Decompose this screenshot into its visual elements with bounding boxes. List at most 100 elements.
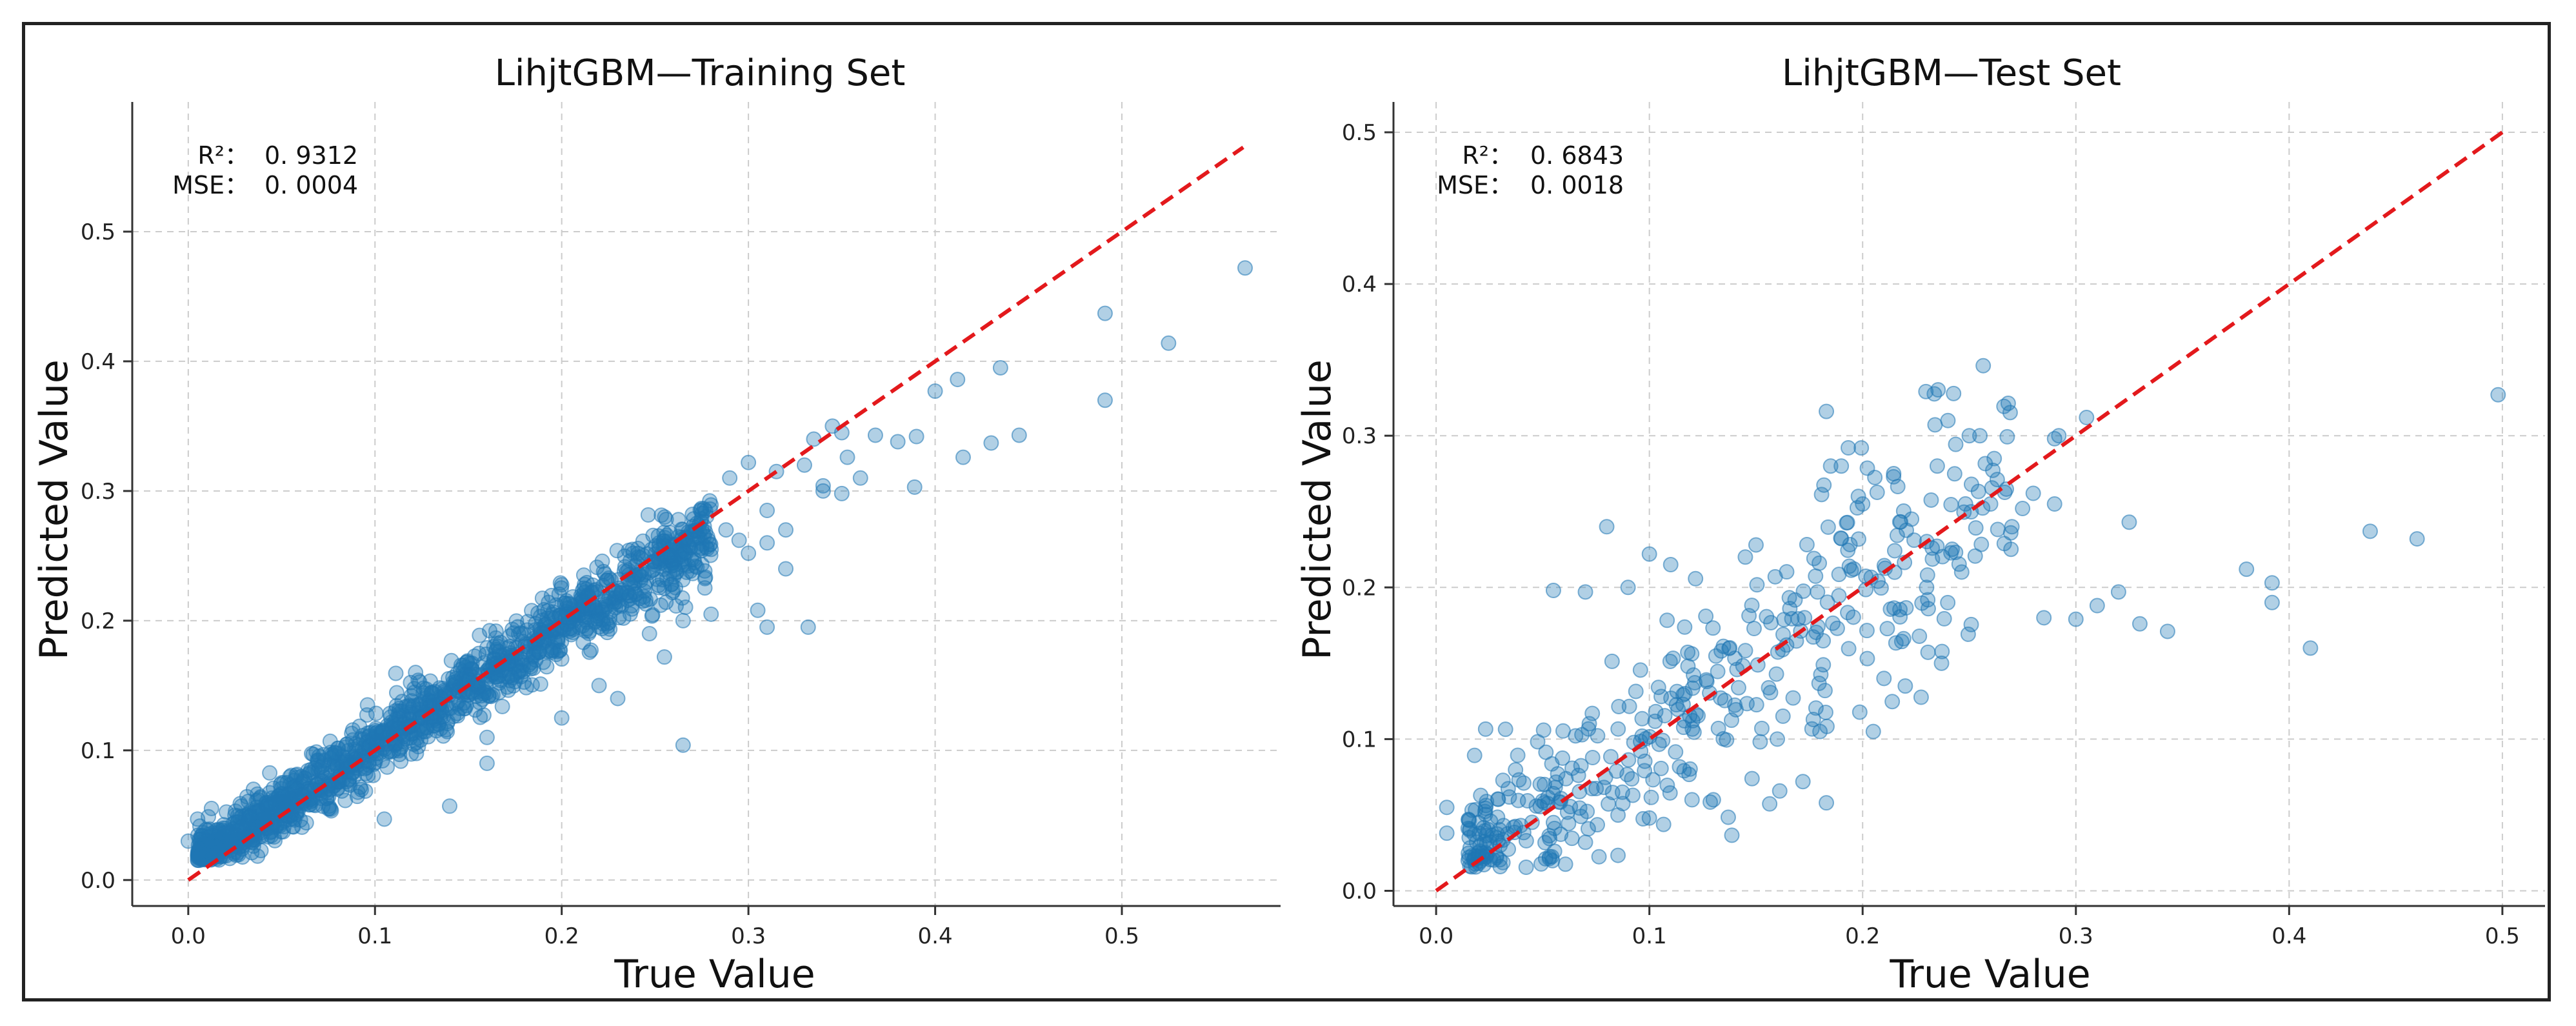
test-point-160 <box>1841 439 1857 456</box>
test-point-462 <box>1577 584 1593 600</box>
test-point-131 <box>1927 417 1943 433</box>
test-point-471 <box>1641 810 1657 826</box>
test-point-187 <box>1723 712 1739 729</box>
test-point-438 <box>2046 496 2062 512</box>
test-point-299 <box>1477 721 1493 737</box>
test-point-384 <box>1490 791 1506 807</box>
test-point-180 <box>1879 621 1895 637</box>
test-point-196 <box>1946 466 1962 482</box>
test-point-216 <box>1724 827 1740 843</box>
test-point-239 <box>1890 478 1906 494</box>
test-point-122 <box>1859 623 1875 639</box>
test-point-208 <box>1584 705 1601 721</box>
test-r2-label: R²： <box>1462 141 1513 170</box>
test-point-476 <box>1919 579 1935 596</box>
test-point-248 <box>1767 568 1783 585</box>
train-point-39 <box>203 800 219 816</box>
test-xtick-label-0: 0.0 <box>1419 923 1453 949</box>
test-point-338 <box>1688 570 1704 587</box>
test-point-39 <box>1634 710 1650 727</box>
test-ytick-label-0: 0.0 <box>1342 878 1377 904</box>
test-point-395 <box>1850 531 1866 547</box>
test-point-298 <box>1645 772 1661 788</box>
test-point-311 <box>1746 621 1762 637</box>
test-point-291 <box>1762 796 1778 812</box>
test-point-417 <box>1845 609 1861 625</box>
test-point-231 <box>1999 428 2015 445</box>
test-point-138 <box>1564 830 1580 847</box>
test-point-357 <box>1775 708 1791 724</box>
test-point-425 <box>2264 594 2280 610</box>
test-point-107 <box>1495 772 1511 789</box>
test-point-401 <box>1676 763 1692 779</box>
test-mse-value: 0. 0018 <box>1530 171 1624 199</box>
test-xtick-label-5: 0.5 <box>2485 923 2520 949</box>
test-point-25 <box>1975 357 1992 374</box>
test-point-307 <box>1846 561 1862 577</box>
test-point-411 <box>1790 611 1806 627</box>
test-point-140 <box>1884 694 1901 710</box>
test-point-245 <box>1653 689 1670 705</box>
test-point-418 <box>1657 708 1673 724</box>
test-point-392 <box>1989 472 2005 488</box>
test-point-53 <box>1820 519 1836 535</box>
test-point-457 <box>1748 537 1764 553</box>
test-point-65 <box>1610 721 1626 737</box>
test-point-428 <box>2132 616 2148 632</box>
test-ytick-label-1: 0.1 <box>1342 727 1377 752</box>
test-point-410 <box>1833 530 1849 546</box>
test-point-319 <box>1705 620 1721 636</box>
test-point-396 <box>1558 770 1574 787</box>
test-point-329 <box>1759 609 1775 625</box>
test-point-359 <box>1943 496 1959 512</box>
test-point-455 <box>1770 731 1785 747</box>
test-point-220 <box>1990 521 2006 538</box>
test-point-224 <box>1590 817 1606 833</box>
test-point-317 <box>1730 679 1746 696</box>
test-point-460 <box>1641 546 1657 562</box>
train-point-818 <box>657 509 673 525</box>
test-point-388 <box>1963 616 1979 632</box>
test-point-426 <box>2239 561 2255 578</box>
test-point-463 <box>1545 583 1561 599</box>
test-point-374 <box>1825 615 1841 631</box>
test-point-465 <box>1439 800 1455 816</box>
test-point-446 <box>1876 670 1892 687</box>
test-point-148 <box>1859 650 1875 667</box>
test-point-391 <box>1690 708 1706 724</box>
test-point-444 <box>1933 655 1950 671</box>
test-point-429 <box>2110 584 2126 600</box>
test-point-394 <box>1720 809 1736 825</box>
test-point-469 <box>1577 834 1593 850</box>
test-point-286 <box>1710 720 1726 736</box>
test-point-399 <box>1727 650 1743 667</box>
test-point-287 <box>1968 520 1984 536</box>
test-xtick-label-1: 0.1 <box>1632 923 1667 949</box>
test-point-240 <box>1677 619 1693 635</box>
train-points <box>180 260 1253 869</box>
test-point-50 <box>1749 577 1765 593</box>
test-point-322 <box>1785 690 1801 706</box>
test-point-382 <box>1651 736 1667 752</box>
test-point-175 <box>1946 385 1962 401</box>
test-point-419 <box>1926 386 1942 402</box>
test-point-67 <box>1813 487 1830 503</box>
test-point-279 <box>1886 466 1902 482</box>
test-point-379 <box>1546 843 1563 860</box>
test-point-108 <box>1518 860 1534 876</box>
test-point-424 <box>2264 575 2280 591</box>
test-ytick-label-2: 0.2 <box>1342 575 1377 601</box>
test-point-182 <box>1744 770 1760 787</box>
test-point-445 <box>1897 678 1913 694</box>
test-x-label: True Value <box>1889 952 2090 997</box>
figure-border <box>22 22 2551 1001</box>
test-point-133 <box>1466 747 1483 763</box>
test-point-453 <box>1819 795 1835 811</box>
test-point-257 <box>1659 612 1675 629</box>
test-point-88 <box>1741 608 1757 624</box>
test-point-266 <box>1889 527 1905 543</box>
test-point-449 <box>1819 403 1835 419</box>
test-point-178 <box>1574 727 1590 743</box>
test-point-52 <box>1752 734 1768 750</box>
